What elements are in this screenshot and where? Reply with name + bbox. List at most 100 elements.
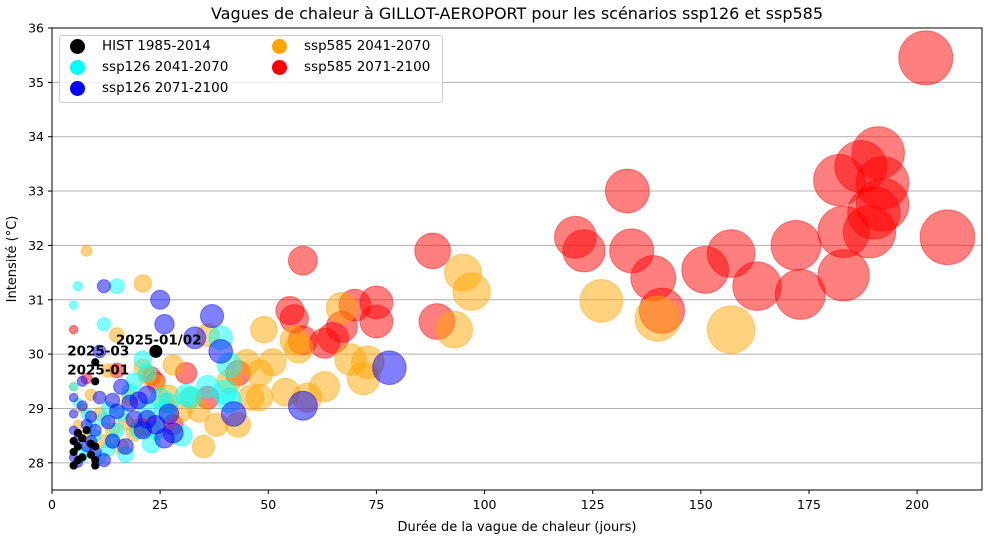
data-point: [92, 390, 107, 405]
data-point: [78, 434, 87, 443]
data-point: [86, 450, 96, 459]
data-point: [73, 442, 83, 451]
y-tick-label: 28: [28, 455, 44, 470]
data-point: [250, 315, 278, 344]
legend-label: ssp126 2041-2070: [102, 59, 229, 75]
data-point: [68, 409, 79, 419]
x-tick-label: 50: [260, 497, 276, 512]
x-tick-label: 150: [689, 497, 713, 512]
data-point: [245, 383, 274, 412]
data-points: [68, 30, 976, 470]
data-point: [150, 289, 171, 310]
data-point: [137, 363, 157, 383]
data-point: [76, 400, 88, 412]
data-point: [96, 279, 111, 294]
data-point: [109, 403, 125, 420]
data-point: [91, 377, 100, 386]
data-point: [76, 375, 88, 387]
data-point: [69, 447, 78, 457]
data-point: [80, 244, 93, 257]
data-point: [579, 278, 624, 323]
data-point: [191, 434, 216, 459]
data-point: [308, 371, 341, 403]
data-point: [372, 350, 407, 385]
data-point: [452, 272, 491, 311]
data-point: [133, 274, 153, 293]
data-point: [183, 326, 207, 350]
x-axis-ticks: 0 25 50 75 100 125 150 175 200: [48, 490, 929, 512]
data-point: [96, 317, 111, 332]
data-point: [179, 386, 202, 409]
data-point: [117, 438, 134, 455]
data-point: [137, 385, 157, 405]
legend-item-ssp126-2041: ssp126 2041-2070: [60, 59, 228, 75]
x-tick-label: 100: [473, 497, 497, 512]
data-point: [562, 229, 606, 273]
data-point: [82, 426, 91, 435]
data-point: [325, 291, 358, 324]
data-point: [88, 423, 102, 437]
y-tick-label: 35: [28, 75, 44, 90]
annotation-label: 2025-01/02: [116, 332, 202, 348]
data-point: [220, 401, 247, 427]
data-point: [706, 229, 756, 278]
data-point: [149, 344, 163, 358]
legend-marker-icon: [272, 59, 287, 75]
y-tick-label: 33: [28, 184, 44, 199]
legend-marker-icon: [70, 38, 85, 54]
data-point: [73, 428, 83, 438]
data-point: [109, 327, 125, 343]
y-tick-label: 31: [28, 292, 44, 307]
y-tick-label: 36: [28, 21, 44, 36]
data-point: [855, 177, 910, 232]
annotation-label: 2025-03: [67, 343, 129, 359]
x-tick-label: 25: [152, 497, 168, 512]
data-point: [817, 249, 870, 302]
y-tick-label: 29: [28, 401, 44, 416]
x-tick-label: 175: [797, 497, 821, 512]
y-tick-label: 30: [28, 347, 44, 362]
x-tick-label: 75: [368, 497, 384, 512]
data-point: [100, 363, 116, 378]
data-point: [91, 358, 100, 367]
legend-marker-icon: [70, 80, 85, 96]
legend-item-hist: HIST 1985-2014: [60, 38, 211, 54]
data-point: [283, 333, 314, 364]
legend-item-ssp126-2071: ssp126 2071-2100: [60, 80, 228, 96]
data-point: [68, 381, 79, 392]
data-point: [69, 436, 78, 446]
data-point: [287, 245, 318, 276]
data-point: [706, 305, 756, 354]
y-axis-label: Intensité (°C): [5, 216, 20, 303]
legend-label: ssp585 2041-2070: [304, 38, 431, 54]
data-point: [287, 390, 318, 421]
legend-item-ssp585-2071: ssp585 2071-2100: [262, 59, 430, 75]
data-point: [72, 281, 84, 292]
data-point: [78, 453, 87, 462]
data-point: [158, 403, 180, 425]
data-point: [208, 339, 234, 364]
legend-marker-icon: [272, 38, 287, 54]
data-point: [162, 422, 184, 444]
data-point: [604, 168, 650, 214]
y-tick-label: 32: [28, 238, 44, 253]
legend-label: ssp126 2071-2100: [102, 80, 229, 96]
data-point: [84, 410, 98, 423]
data-point: [69, 461, 78, 470]
data-point: [435, 310, 474, 349]
legend-item-ssp585-2041: ssp585 2041-2070: [262, 38, 430, 54]
data-point: [100, 414, 116, 430]
x-axis-label: Durée de la vague de chaleur (jours): [398, 520, 637, 535]
data-point: [919, 209, 976, 266]
plot-frame: [51, 27, 983, 491]
data-point: [113, 378, 130, 395]
data-point: [199, 304, 225, 329]
data-point: [104, 433, 121, 449]
data-point: [774, 268, 826, 320]
x-tick-label: 125: [581, 497, 605, 512]
x-tick-label: 0: [48, 497, 56, 512]
legend-marker-icon: [70, 59, 85, 75]
y-axis-ticks: 28 29 30 31 32 33 34 35 36: [28, 21, 52, 470]
x-tick-label: 200: [905, 497, 929, 512]
